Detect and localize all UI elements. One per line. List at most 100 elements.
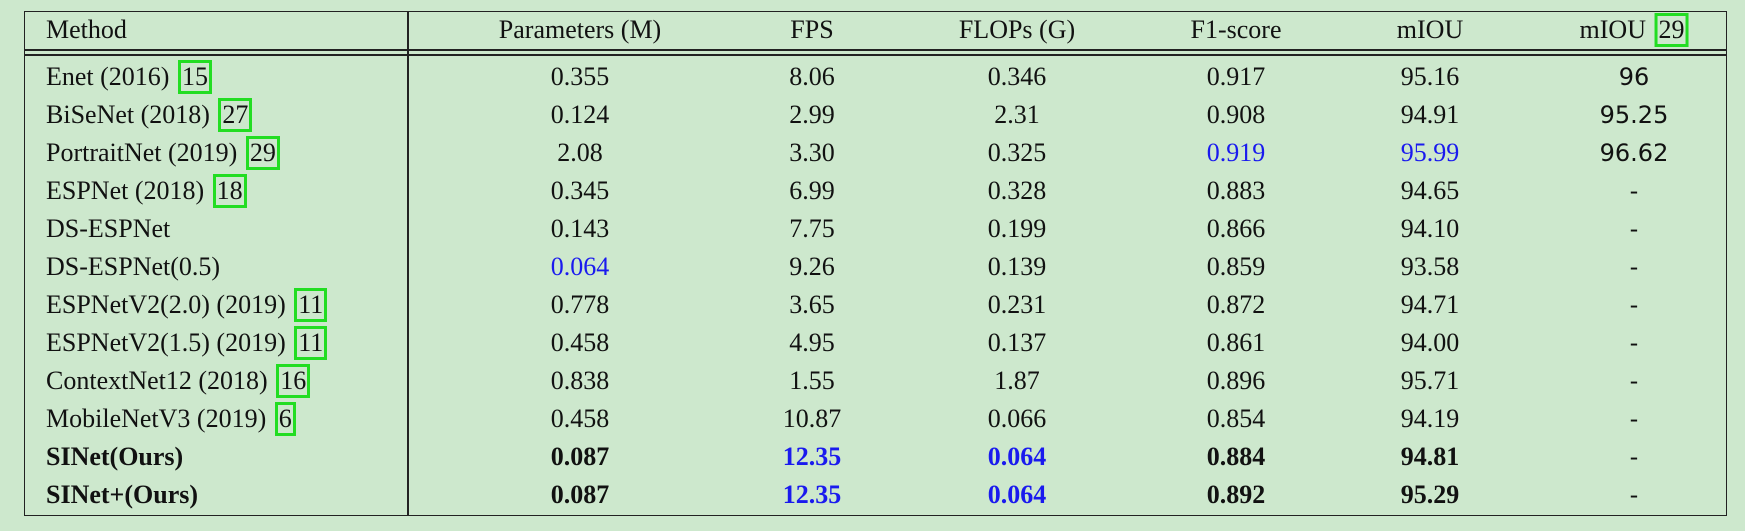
cell-text: ESPNet (2018) xyxy=(46,176,205,205)
method-cell: ESPNet (2018) 18 xyxy=(46,172,247,210)
value-cell: - xyxy=(1629,329,1639,357)
value-cell: 94.81 xyxy=(1400,442,1460,471)
value-cell: mIOU 29 xyxy=(1580,11,1689,49)
value-cell: 94.65 xyxy=(1400,176,1460,205)
value-cell: 0.866 xyxy=(1206,214,1266,243)
value-cell: 0.884 xyxy=(1206,442,1266,471)
cell-text: ESPNetV2(2.0) (2019) xyxy=(46,290,286,319)
value-cell: 0.778 xyxy=(550,290,610,319)
value-cell: - xyxy=(1629,215,1639,243)
cell-text: PortraitNet (2019) xyxy=(46,138,238,167)
value-cell: 0.064 xyxy=(987,480,1047,509)
value-cell: 0.854 xyxy=(1206,404,1266,433)
cell-text: DS-ESPNet(0.5) xyxy=(46,252,221,281)
value-cell: Parameters (M) xyxy=(498,15,662,44)
value-cell: 0.087 xyxy=(550,480,610,509)
method-cell: ESPNetV2(2.0) (2019) 11 xyxy=(46,286,328,324)
header-rule xyxy=(24,49,1727,51)
value-cell: 0.838 xyxy=(550,366,610,395)
citation: 27 xyxy=(218,98,253,132)
value-cell: 95.29 xyxy=(1400,480,1460,509)
value-cell: 1.55 xyxy=(789,366,835,395)
method-cell: ESPNetV2(1.5) (2019) 11 xyxy=(46,324,328,362)
value-cell: 1.87 xyxy=(994,366,1040,395)
value-cell: 0.328 xyxy=(987,176,1047,205)
method-cell: BiSeNet (2018) 27 xyxy=(46,96,253,134)
value-cell: - xyxy=(1629,367,1639,395)
value-cell: 0.325 xyxy=(987,138,1047,167)
cell-text: SINet+(Ours) xyxy=(46,480,199,509)
value-cell: 96 xyxy=(1618,63,1650,91)
value-cell: 0.124 xyxy=(550,100,610,129)
cell-text: SINet(Ours) xyxy=(46,442,184,471)
value-cell: FPS xyxy=(790,15,834,44)
value-cell: - xyxy=(1629,291,1639,319)
value-cell: 0.139 xyxy=(987,252,1047,281)
value-cell: 0.872 xyxy=(1206,290,1266,319)
value-cell: 0.345 xyxy=(550,176,610,205)
value-cell: 0.458 xyxy=(550,328,610,357)
column-divider xyxy=(407,11,409,516)
value-cell: 94.91 xyxy=(1400,100,1460,129)
cell-text: mIOU xyxy=(1579,15,1646,44)
value-cell: 95.99 xyxy=(1400,138,1460,167)
value-cell: 0.064 xyxy=(550,252,610,281)
value-cell: 2.31 xyxy=(994,100,1040,129)
citation: 18 xyxy=(212,174,247,208)
value-cell: 0.892 xyxy=(1206,480,1266,509)
header-rule xyxy=(24,54,1727,56)
cell-text: MobileNetV3 (2019) xyxy=(46,404,267,433)
value-cell: 95.25 xyxy=(1599,101,1669,129)
cell-text: ESPNetV2(1.5) (2019) xyxy=(46,328,286,357)
value-cell: 9.26 xyxy=(789,252,835,281)
method-cell: DS-ESPNet(0.5) xyxy=(46,248,220,286)
value-cell: 10.87 xyxy=(782,404,842,433)
method-cell: DS-ESPNet xyxy=(46,210,170,248)
value-cell: 12.35 xyxy=(782,480,842,509)
value-cell: 3.65 xyxy=(789,290,835,319)
value-cell: 3.30 xyxy=(789,138,835,167)
method-cell: ContextNet12 (2018) 16 xyxy=(46,362,311,400)
value-cell: 0.346 xyxy=(987,62,1047,91)
value-cell: - xyxy=(1629,405,1639,433)
citation: 11 xyxy=(294,326,328,360)
value-cell: 94.19 xyxy=(1400,404,1460,433)
value-cell: 0.919 xyxy=(1206,138,1266,167)
method-cell: Enet (2016) 15 xyxy=(46,58,212,96)
value-cell: - xyxy=(1629,177,1639,205)
value-cell: 0.231 xyxy=(987,290,1047,319)
value-cell: 0.908 xyxy=(1206,100,1266,129)
citation: 29 xyxy=(245,136,280,170)
method-cell: Method xyxy=(46,11,127,49)
value-cell: mIOU xyxy=(1396,15,1464,44)
value-cell: 94.00 xyxy=(1400,328,1460,357)
value-cell: 94.71 xyxy=(1400,290,1460,319)
citation: 11 xyxy=(294,288,328,322)
value-cell: 0.066 xyxy=(987,404,1047,433)
value-cell: 6.99 xyxy=(789,176,835,205)
method-cell: SINet(Ours) xyxy=(46,438,183,476)
value-cell: F1-score xyxy=(1190,15,1282,44)
value-cell: 0.064 xyxy=(987,442,1047,471)
value-cell: 0.458 xyxy=(550,404,610,433)
value-cell: 95.16 xyxy=(1400,62,1460,91)
value-cell: 0.896 xyxy=(1206,366,1266,395)
value-cell: - xyxy=(1629,481,1639,509)
value-cell: 94.10 xyxy=(1400,214,1460,243)
value-cell: 0.355 xyxy=(550,62,610,91)
value-cell: 0.883 xyxy=(1206,176,1266,205)
citation: 15 xyxy=(177,60,212,94)
citation: 16 xyxy=(276,364,311,398)
value-cell: 0.143 xyxy=(550,214,610,243)
cell-text: ContextNet12 (2018) xyxy=(46,366,268,395)
citation: 29 xyxy=(1654,13,1689,47)
cell-text: Enet (2016) xyxy=(46,62,170,91)
value-cell: 2.08 xyxy=(557,138,603,167)
method-cell: MobileNetV3 (2019) 6 xyxy=(46,400,296,438)
value-cell: - xyxy=(1629,253,1639,281)
value-cell: 7.75 xyxy=(789,214,835,243)
method-cell: PortraitNet (2019) 29 xyxy=(46,134,280,172)
value-cell: 93.58 xyxy=(1400,252,1460,281)
cell-text: BiSeNet (2018) xyxy=(46,100,210,129)
